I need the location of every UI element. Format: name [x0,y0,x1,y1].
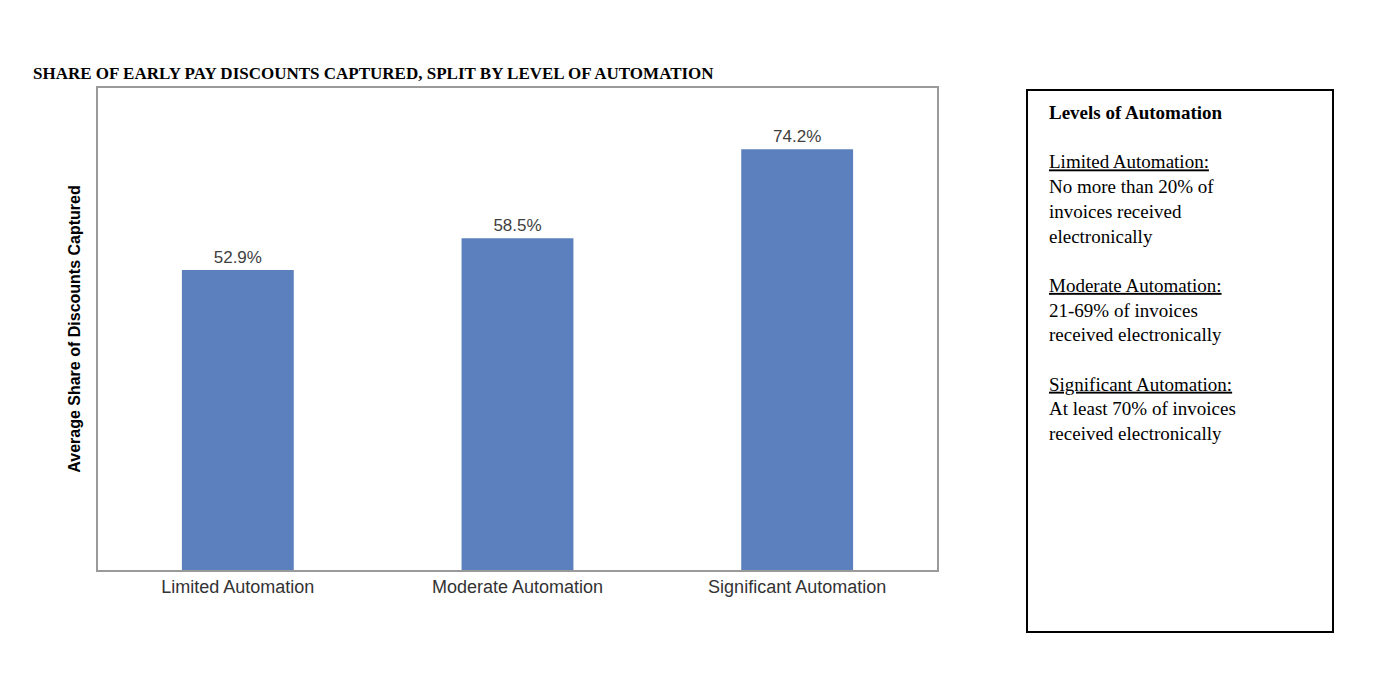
svg-text:SHARE OF EARLY PAY DISCOUNTS C: SHARE OF EARLY PAY DISCOUNTS CAPTURED, S… [33,64,714,83]
svg-text:Significant Automation: Significant Automation [708,577,886,597]
svg-text:58.5%: 58.5% [493,216,541,235]
svg-text:Limited Automation: Limited Automation [161,577,314,597]
svg-text:Moderate Automation: Moderate Automation [432,577,603,597]
svg-text:Levels of AutomationLimited Au: Levels of AutomationLimited Automation:N… [1049,102,1236,444]
svg-text:74.2%: 74.2% [773,127,821,146]
svg-text:52.9%: 52.9% [214,248,262,267]
svg-text:Average Share of Discounts Cap: Average Share of Discounts Captured [66,185,83,472]
